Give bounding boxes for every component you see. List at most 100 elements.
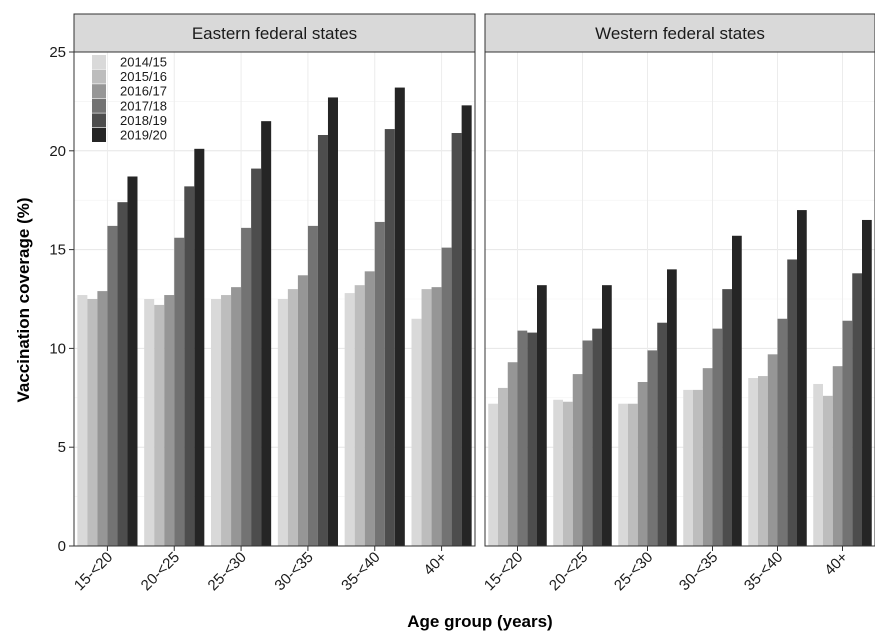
bar-2017-18-40+ — [441, 247, 452, 546]
bar-2019-20-25-lt30 — [667, 269, 677, 546]
bar-2014-15-35-lt40 — [344, 293, 355, 546]
legend-label: 2018/19 — [120, 113, 167, 128]
bar-2017-18-30-lt35 — [307, 225, 318, 546]
bar-2016-17-25-lt30 — [637, 381, 648, 546]
bar-2019-20-15-lt20 — [537, 285, 547, 546]
bar-2016-17-20-lt25 — [164, 295, 175, 546]
panel-title: Western federal states — [595, 24, 765, 43]
y-tick-label: 5 — [58, 439, 66, 456]
x-tick-label: 40+ — [821, 549, 851, 579]
bar-2016-17-15-lt20 — [507, 362, 518, 546]
bar-2017-18-15-lt20 — [107, 225, 118, 546]
x-axis-ticks: 15-<20 20-<25 25-<30 30-<35 35-<40 40+ — [481, 546, 851, 594]
bar-2014-15-25-lt30 — [211, 299, 222, 546]
bar-2018-19-25-lt30 — [657, 322, 667, 546]
bar-2017-18-35-lt40 — [777, 318, 788, 546]
x-tick-label: 15-<20 — [481, 549, 526, 594]
bar-2015-16-20-lt25 — [563, 401, 573, 546]
bar-2018-19-30-lt35 — [722, 289, 732, 546]
legend-label: 2016/17 — [120, 84, 167, 99]
y-tick-label: 20 — [49, 143, 66, 160]
legend-key — [92, 98, 106, 113]
x-tick-label: 30-<35 — [271, 549, 316, 594]
panel-title: Eastern federal states — [192, 24, 357, 43]
bar-2018-19-40+ — [852, 273, 862, 546]
bar-2018-19-15-lt20 — [527, 332, 537, 546]
bar-2016-17-20-lt25 — [572, 374, 583, 546]
bar-2019-20-30-lt35 — [732, 235, 742, 546]
bar-2016-17-30-lt35 — [297, 275, 308, 546]
legend-key — [92, 113, 106, 128]
panel-border — [73, 51, 476, 547]
y-tick-label: 15 — [49, 242, 66, 259]
legend-label: 2015/16 — [120, 69, 167, 84]
bar-2019-20-35-lt40 — [797, 210, 807, 546]
x-tick-label: 30-<35 — [676, 549, 721, 594]
bar-2017-18-20-lt25 — [582, 340, 593, 546]
x-tick-label: 40+ — [420, 549, 450, 579]
x-axis-label: Age group (years) — [407, 612, 552, 631]
panel-border — [484, 51, 875, 547]
bar-2015-16-20-lt25 — [154, 304, 165, 546]
bar-2018-19-35-lt40 — [384, 129, 395, 546]
bar-2017-18-25-lt30 — [647, 350, 658, 546]
bars — [488, 210, 872, 546]
bar-2019-20-20-lt25 — [602, 285, 612, 546]
bar-2014-15-15-lt20 — [488, 403, 498, 546]
x-tick-label: 20-<25 — [138, 549, 183, 594]
bar-2019-20-40+ — [461, 105, 472, 547]
x-tick-label: 25-<30 — [611, 549, 656, 594]
bar-2019-20-40+ — [862, 219, 872, 546]
x-tick-label: 20-<25 — [546, 549, 591, 594]
x-tick-label: 25-<30 — [205, 549, 250, 594]
bar-2015-16-30-lt35 — [693, 389, 703, 546]
panel-western: Western federal states 15-<20 20-<25 25-<30… — [481, 13, 875, 594]
bar-2018-19-40+ — [451, 133, 462, 547]
y-tick-label: 10 — [49, 340, 66, 357]
bar-2015-16-40+ — [823, 395, 833, 546]
y-axis: 0 5 10 15 20 25 — [49, 44, 74, 555]
x-tick-label: 35-<40 — [338, 549, 383, 594]
bar-2014-15-30-lt35 — [277, 299, 288, 546]
x-axis-ticks: 15-<20 20-<25 25-<30 30-<35 35-<40 40+ — [71, 546, 451, 594]
bar-2019-20-30-lt35 — [327, 97, 338, 546]
panel-eastern: Eastern federal states 15-<20 20-<25 25-<30… — [71, 13, 476, 594]
bar-2015-16-30-lt35 — [287, 289, 298, 546]
bar-2017-18-35-lt40 — [374, 221, 385, 546]
bar-2016-17-35-lt40 — [767, 354, 778, 546]
panels-layer: Eastern federal states 15-<20 20-<25 25-<30… — [71, 13, 875, 594]
y-tick-label: 25 — [49, 44, 66, 61]
panel-strip — [73, 13, 476, 53]
bars — [77, 87, 472, 547]
legend-key — [92, 55, 106, 69]
bar-2018-19-20-lt25 — [592, 328, 602, 546]
bar-2014-15-20-lt25 — [553, 399, 563, 546]
bar-2015-16-15-lt20 — [498, 387, 508, 546]
bar-2016-17-25-lt30 — [231, 287, 242, 546]
bar-2017-18-15-lt20 — [517, 330, 528, 546]
bar-2019-20-15-lt20 — [127, 176, 138, 546]
bar-2019-20-20-lt25 — [194, 148, 205, 546]
bar-2017-18-25-lt30 — [241, 227, 252, 546]
x-tick-label: 15-<20 — [71, 549, 116, 594]
bar-2016-17-40+ — [832, 366, 843, 546]
bar-2015-16-25-lt30 — [628, 403, 638, 546]
bar-2019-20-25-lt30 — [261, 121, 272, 546]
bar-2015-16-25-lt30 — [221, 295, 232, 546]
bar-2015-16-15-lt20 — [87, 299, 98, 546]
bar-2018-19-20-lt25 — [184, 186, 195, 547]
bar-2018-19-35-lt40 — [787, 259, 797, 546]
y-tick-label: 0 — [58, 538, 66, 555]
bar-2014-15-40+ — [813, 383, 823, 546]
bar-2014-15-20-lt25 — [144, 299, 155, 546]
bar-2016-17-15-lt20 — [97, 291, 108, 546]
bar-2014-15-40+ — [411, 318, 422, 546]
bar-2015-16-35-lt40 — [354, 285, 365, 546]
bar-2016-17-30-lt35 — [702, 368, 713, 546]
bar-2018-19-25-lt30 — [251, 168, 262, 547]
bar-2015-16-40+ — [421, 289, 432, 546]
legend: 2014/152015/162016/172017/182018/192019/… — [92, 55, 167, 143]
bar-2014-15-30-lt35 — [683, 389, 693, 546]
